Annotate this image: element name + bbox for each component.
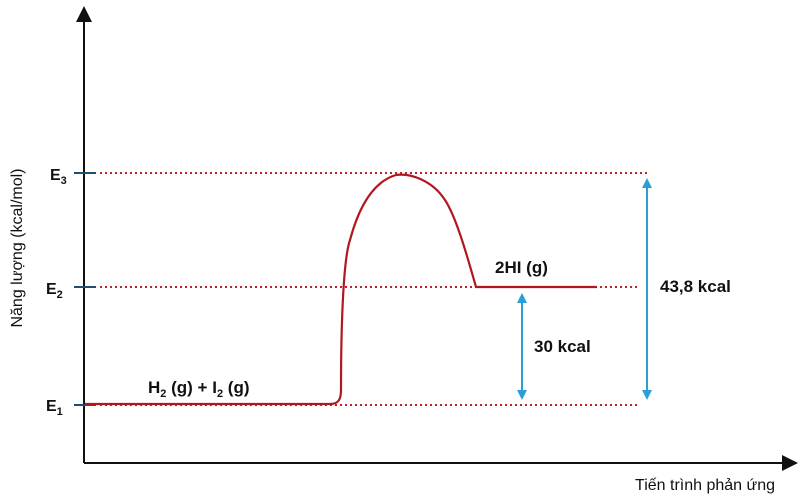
- e1-label: E1: [46, 398, 63, 418]
- product-gap-label: 30 kcal: [534, 337, 591, 356]
- e2-label: E2: [46, 281, 63, 301]
- reaction-energy-curve: [85, 173, 597, 406]
- y-axis-title: Năng lượng (kcal/mol): [9, 168, 26, 327]
- products-label: 2HI (g): [495, 258, 548, 277]
- e3-label: E3: [50, 167, 67, 187]
- activation-gap-label: 43,8 kcal: [660, 277, 731, 296]
- x-axis-title: Tiến trình phản ứng: [635, 477, 775, 494]
- reactants-label: H2 (g) + I2 (g): [148, 378, 250, 400]
